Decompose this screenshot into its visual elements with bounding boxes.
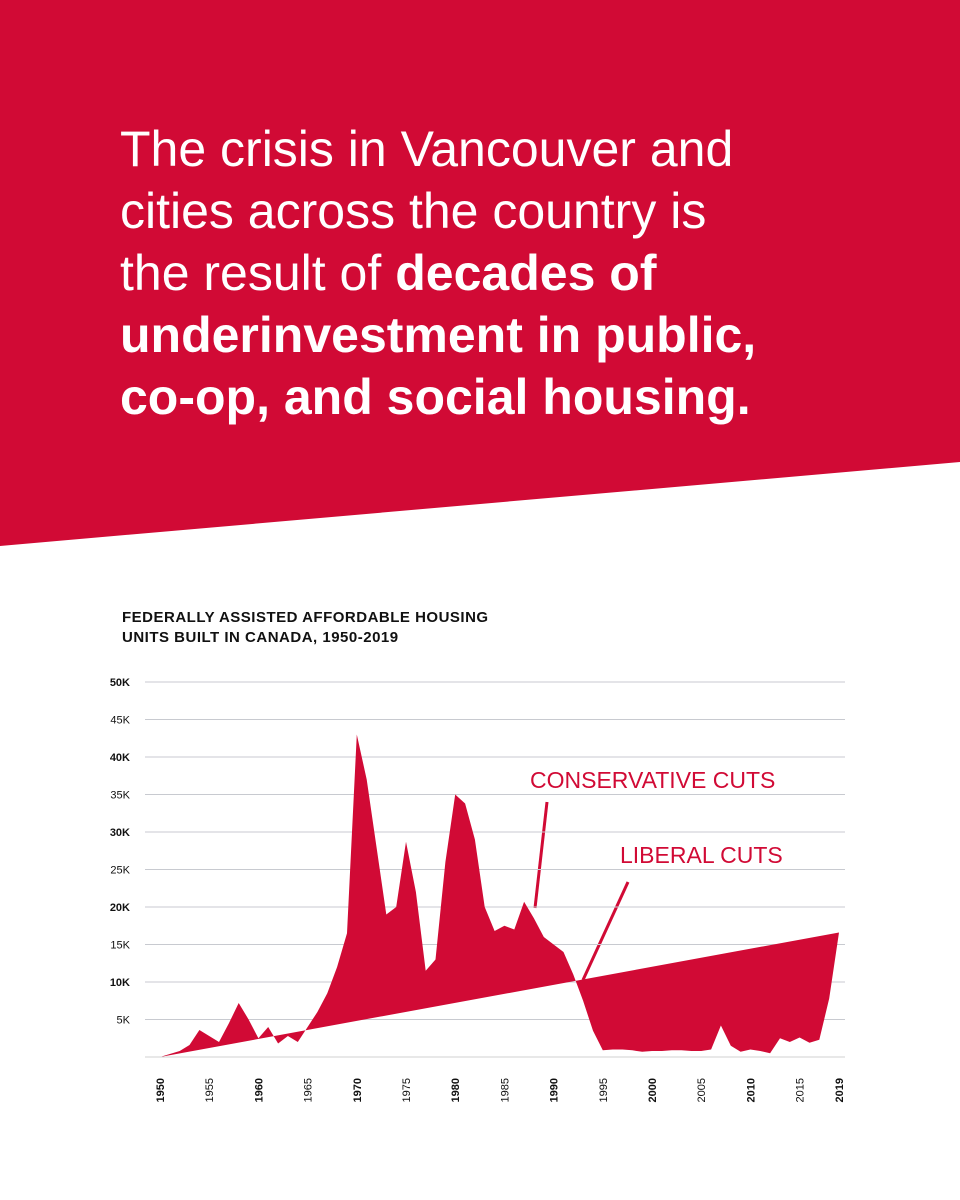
header-band: [0, 0, 960, 546]
area: [160, 734, 839, 1057]
annotation: LIBERAL CUTS: [620, 842, 783, 868]
x-tick-label: 1970: [352, 1078, 364, 1102]
chart-title: FEDERALLY ASSISTED AFFORDABLE HOUSING: [122, 609, 489, 626]
y-tick-label: 50K: [110, 677, 130, 689]
y-tick-label: 15K: [110, 940, 130, 952]
y-tick-label: 10K: [110, 977, 130, 989]
x-tick-label: 1985: [499, 1078, 511, 1102]
x-tick-label: 1980: [450, 1078, 462, 1102]
x-tick-label: 2010: [745, 1078, 757, 1102]
headline-bold: underinvestment in public,: [120, 307, 757, 363]
headline: The crisis in Vancouver and cities across…: [120, 118, 756, 428]
x-tick-label: 1995: [598, 1078, 610, 1102]
annotation-pointer: [533, 801, 549, 909]
x-tick-label: 1955: [204, 1078, 216, 1102]
headline-text: the result of: [120, 245, 382, 301]
x-tick-label: 2000: [647, 1078, 659, 1102]
chart-title: UNITS BUILT IN CANADA, 1950-2019: [122, 629, 399, 646]
annotation: CONSERVATIVE CUTS: [530, 767, 775, 793]
y-tick-label: 30K: [110, 827, 130, 839]
y-tick-label: 35K: [110, 790, 130, 802]
y-tick-label: 45K: [110, 715, 130, 727]
annotation-pointer: [581, 881, 630, 981]
headline-bold: co-op, and social housing.: [120, 369, 751, 425]
y-tick-label: 25K: [110, 865, 130, 877]
x-tick-label: 1960: [253, 1078, 265, 1102]
x-tick-label: 1965: [303, 1078, 315, 1102]
y-tick-label: 40K: [110, 752, 130, 764]
y-tick-label: 20K: [110, 902, 130, 914]
x-tick-label: 1990: [549, 1078, 561, 1102]
x-tick-label: 2005: [696, 1078, 708, 1102]
headline-bold: decades of: [395, 245, 657, 301]
x-tick-label: 1975: [401, 1078, 413, 1102]
x-tick-label: 2015: [795, 1078, 807, 1102]
headline-text: cities across the country is: [120, 183, 707, 239]
x-tick-label: 1950: [155, 1078, 167, 1102]
x-tick-label: 2019: [834, 1078, 846, 1102]
headline-text: The crisis in Vancouver and: [120, 121, 734, 177]
y-tick-label: 5K: [117, 1015, 131, 1027]
